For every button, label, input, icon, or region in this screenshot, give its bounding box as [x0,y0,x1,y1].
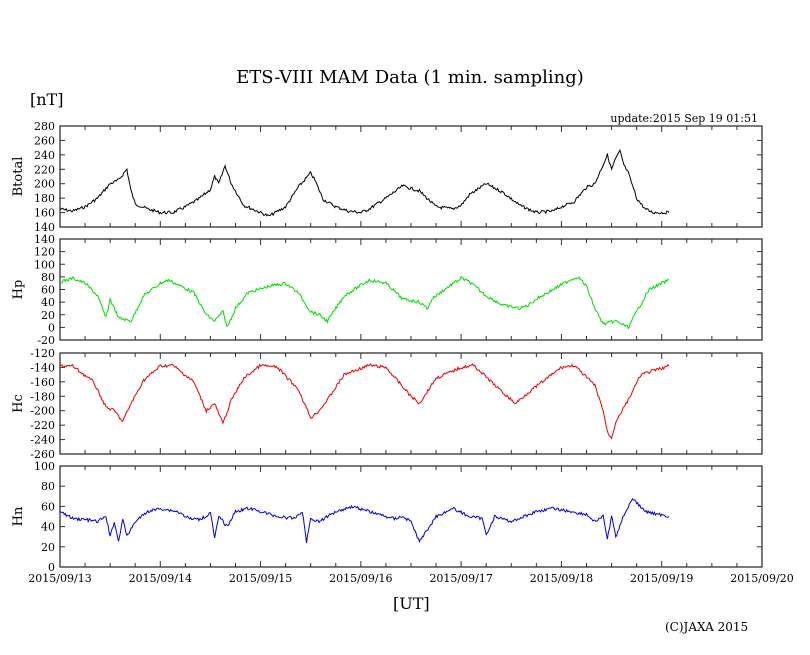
y-tick-label: 100 [34,460,55,473]
y-tick-label: 280 [34,120,55,133]
x-axis-label: [UT] [393,594,430,613]
y-tick-label: 0 [48,321,55,334]
y-tick-label: 40 [41,296,55,309]
y-tick-label: 120 [34,246,55,259]
y-tick-label: 20 [41,309,55,322]
y-tick-label: -200 [30,405,55,418]
panel-frame-hn [59,465,763,568]
y-tick-label: -260 [30,448,55,461]
y-tick-label: -120 [30,347,55,360]
y-tick-label: 100 [34,258,55,271]
y-tick-label: 180 [34,192,55,205]
x-tick-label: 2015/09/20 [730,572,793,585]
copyright: (C)JAXA 2015 [665,620,749,634]
x-tick-label: 2015/09/13 [28,572,91,585]
series-line-hp [59,275,670,330]
y-tick-label: 220 [34,163,55,176]
series-line-hn [59,498,670,544]
y-tick-label: -220 [30,419,55,432]
x-tick-label: 2015/09/14 [129,572,192,585]
y-tick-label: 160 [34,207,55,220]
y-tick-label: 140 [34,221,55,234]
chart-title: ETS-VIII MAM Data (1 min. sampling) [236,67,584,88]
y-tick-label: -240 [30,434,55,447]
y-tick-label: 40 [41,521,55,534]
y-tick-label: 60 [41,500,55,513]
x-tick-label: 2015/09/16 [329,572,392,585]
unit-label: [nT] [30,90,64,109]
series-line-btotal [59,148,670,217]
y-tick-label: 60 [41,284,55,297]
y-tick-label: 20 [41,541,55,554]
series-line-hc [59,363,670,440]
x-tick-label: 2015/09/15 [229,572,292,585]
x-tick-label: 2015/09/18 [530,572,593,585]
y-tick-label: 260 [34,134,55,147]
panel-frame-hc [59,352,763,455]
y-tick-label: 240 [34,149,55,162]
x-tick-label: 2015/09/17 [429,572,492,585]
y-tick-label: -180 [30,390,55,403]
y-axis-label-hn: Hn [11,506,26,526]
y-tick-label: 140 [34,233,55,246]
y-tick-label: -160 [30,376,55,389]
panel-frame-btotal [59,125,763,228]
y-tick-label: 0 [48,561,55,574]
update-timestamp: update:2015 Sep 19 01:51 [610,112,758,125]
y-tick-label: 80 [41,271,55,284]
panel-frame-hp [59,238,763,341]
y-axis-label-btotal: Btotal [11,157,26,197]
y-tick-label: -20 [37,334,55,347]
y-tick-label: 200 [34,178,55,191]
y-tick-label: 80 [41,480,55,493]
y-axis-label-hp: Hp [11,280,26,300]
y-axis-label-hc: Hc [11,394,26,413]
x-tick-label: 2015/09/19 [630,572,693,585]
y-tick-label: -140 [30,361,55,374]
